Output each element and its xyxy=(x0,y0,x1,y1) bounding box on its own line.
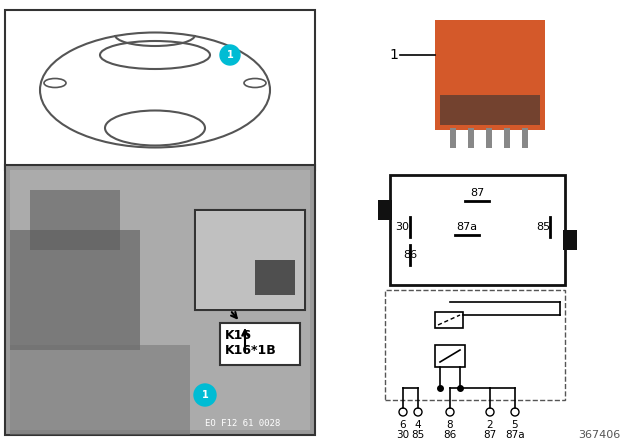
Ellipse shape xyxy=(105,111,205,146)
Text: 2: 2 xyxy=(486,420,493,430)
Ellipse shape xyxy=(44,78,66,87)
Text: 87: 87 xyxy=(470,188,484,198)
Bar xyxy=(450,128,456,148)
Ellipse shape xyxy=(244,78,266,87)
Bar xyxy=(435,312,463,328)
Text: 1: 1 xyxy=(227,50,234,60)
Bar xyxy=(10,345,190,435)
Text: 87a: 87a xyxy=(505,430,525,440)
Ellipse shape xyxy=(40,33,270,147)
Circle shape xyxy=(194,384,216,406)
Bar xyxy=(196,211,304,309)
Circle shape xyxy=(511,408,519,416)
Text: 367406: 367406 xyxy=(578,430,620,440)
Bar xyxy=(385,290,565,400)
Text: K16: K16 xyxy=(225,328,252,341)
Circle shape xyxy=(220,45,240,65)
Bar xyxy=(5,165,315,435)
Ellipse shape xyxy=(100,41,210,69)
Circle shape xyxy=(486,408,494,416)
Bar xyxy=(435,20,545,130)
Text: 86: 86 xyxy=(403,250,417,260)
Bar xyxy=(435,345,465,367)
Text: 30: 30 xyxy=(395,222,409,232)
Text: 6: 6 xyxy=(400,420,406,430)
Bar xyxy=(195,210,305,310)
Bar xyxy=(30,190,120,250)
Bar xyxy=(522,128,528,148)
Text: 5: 5 xyxy=(512,420,518,430)
Bar xyxy=(468,128,474,148)
Text: 85: 85 xyxy=(536,222,550,232)
Bar xyxy=(440,95,540,125)
Text: 85: 85 xyxy=(412,430,424,440)
Circle shape xyxy=(414,408,422,416)
Text: 87a: 87a xyxy=(456,222,477,232)
Text: 87: 87 xyxy=(483,430,497,440)
Bar xyxy=(10,170,310,430)
Text: 4: 4 xyxy=(415,420,421,430)
Text: 86: 86 xyxy=(444,430,456,440)
Bar xyxy=(390,175,565,285)
Bar xyxy=(10,230,140,350)
Bar xyxy=(504,128,510,148)
Text: 30: 30 xyxy=(396,430,410,440)
Text: 8: 8 xyxy=(447,420,453,430)
Text: 1: 1 xyxy=(202,390,209,400)
Bar xyxy=(378,200,392,220)
Text: 1: 1 xyxy=(389,48,398,62)
Text: K16*1B: K16*1B xyxy=(225,344,276,357)
Bar xyxy=(486,128,492,148)
Bar xyxy=(220,323,300,365)
Bar xyxy=(5,10,315,170)
Text: EO F12 61 0028: EO F12 61 0028 xyxy=(205,419,280,428)
Bar xyxy=(563,230,577,250)
Circle shape xyxy=(446,408,454,416)
Bar xyxy=(255,260,295,295)
Circle shape xyxy=(399,408,407,416)
